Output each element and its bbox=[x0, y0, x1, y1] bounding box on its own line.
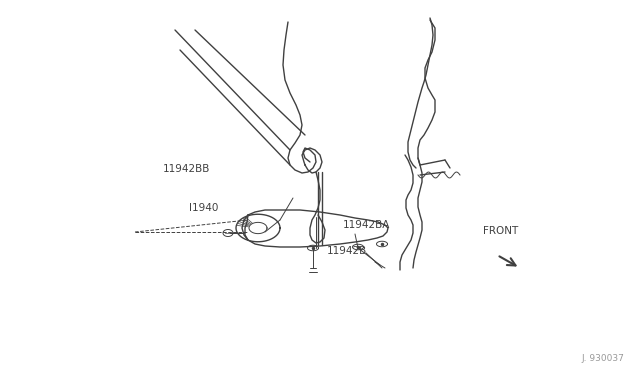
Text: FRONT: FRONT bbox=[483, 226, 518, 235]
Text: I1940: I1940 bbox=[189, 203, 218, 213]
Text: J. 930037: J. 930037 bbox=[581, 354, 624, 363]
Text: 11942BB: 11942BB bbox=[163, 164, 211, 174]
Text: 11942B: 11942B bbox=[326, 246, 367, 256]
Text: 11942BA: 11942BA bbox=[342, 220, 390, 230]
